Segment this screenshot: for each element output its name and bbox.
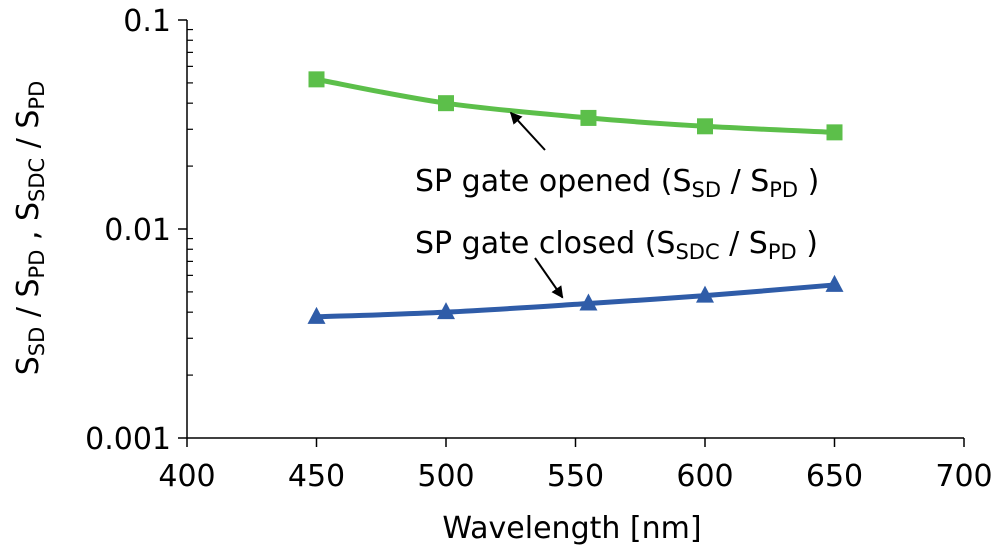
subscript-span: PD xyxy=(25,81,49,110)
text-span: S xyxy=(11,356,46,375)
x-tick-label: 450 xyxy=(288,459,345,494)
axes: 400 450 500 550 600 650 700 0.001 0.01 0.1 xyxy=(85,4,993,494)
x-tick-label: 700 xyxy=(935,459,992,494)
subscript-span: PD xyxy=(769,178,798,202)
subscript-span: PD xyxy=(25,250,49,279)
data-point-triangle xyxy=(696,285,714,303)
text-span: SP gate closed (S xyxy=(415,226,675,261)
series-layer xyxy=(307,71,844,324)
series-line xyxy=(316,282,835,320)
y-tick-label: 0.1 xyxy=(123,4,171,39)
data-point-triangle xyxy=(579,293,598,311)
series-2 xyxy=(307,274,844,324)
annotation-arrow xyxy=(534,257,564,299)
data-point-square xyxy=(826,124,843,141)
annotation-layer: SP gate opened (SSD / SPD )SP gate close… xyxy=(415,111,819,299)
text-span: / S xyxy=(11,110,46,158)
annotation-arrow xyxy=(509,111,546,151)
y-tick-label: 0.001 xyxy=(85,422,171,457)
text-span: , S xyxy=(11,202,46,250)
text-span: / S xyxy=(721,164,769,199)
subscript-span: PD xyxy=(768,240,797,264)
data-point-triangle xyxy=(437,302,455,320)
data-point-square xyxy=(697,118,713,135)
text-span: / S xyxy=(11,278,46,326)
text-span: ) xyxy=(797,226,818,261)
annotation-label: SP gate opened (SSD / SPD ) xyxy=(415,164,819,202)
x-tick-label: 600 xyxy=(676,459,733,494)
text-span: SP gate opened (S xyxy=(415,164,692,199)
data-point-triangle xyxy=(307,306,326,324)
text-span: / S xyxy=(720,226,768,261)
y-axis-label: SSD / SPD , SSDC / SPD xyxy=(11,81,49,376)
x-tick-label: 650 xyxy=(806,459,863,494)
y-tick-label: 0.01 xyxy=(104,213,171,248)
data-point-square xyxy=(580,109,597,126)
text-span: ) xyxy=(798,164,819,199)
series-line xyxy=(316,76,835,135)
subscript-span: SDC xyxy=(25,158,49,202)
x-tick-label: 550 xyxy=(547,459,604,494)
data-point-square xyxy=(438,95,454,112)
annotation-label: SP gate closed (SSDC / SPD ) xyxy=(415,226,818,264)
x-tick-label: 500 xyxy=(417,459,474,494)
series-1 xyxy=(308,71,843,141)
subscript-span: SD xyxy=(25,327,49,357)
x-axis-label: Wavelength [nm] xyxy=(442,511,701,546)
x-tick-label: 400 xyxy=(158,459,215,494)
data-point-triangle xyxy=(825,274,844,292)
subscript-span: SDC xyxy=(675,240,719,264)
subscript-span: SD xyxy=(692,178,722,202)
data-point-square xyxy=(308,71,325,88)
